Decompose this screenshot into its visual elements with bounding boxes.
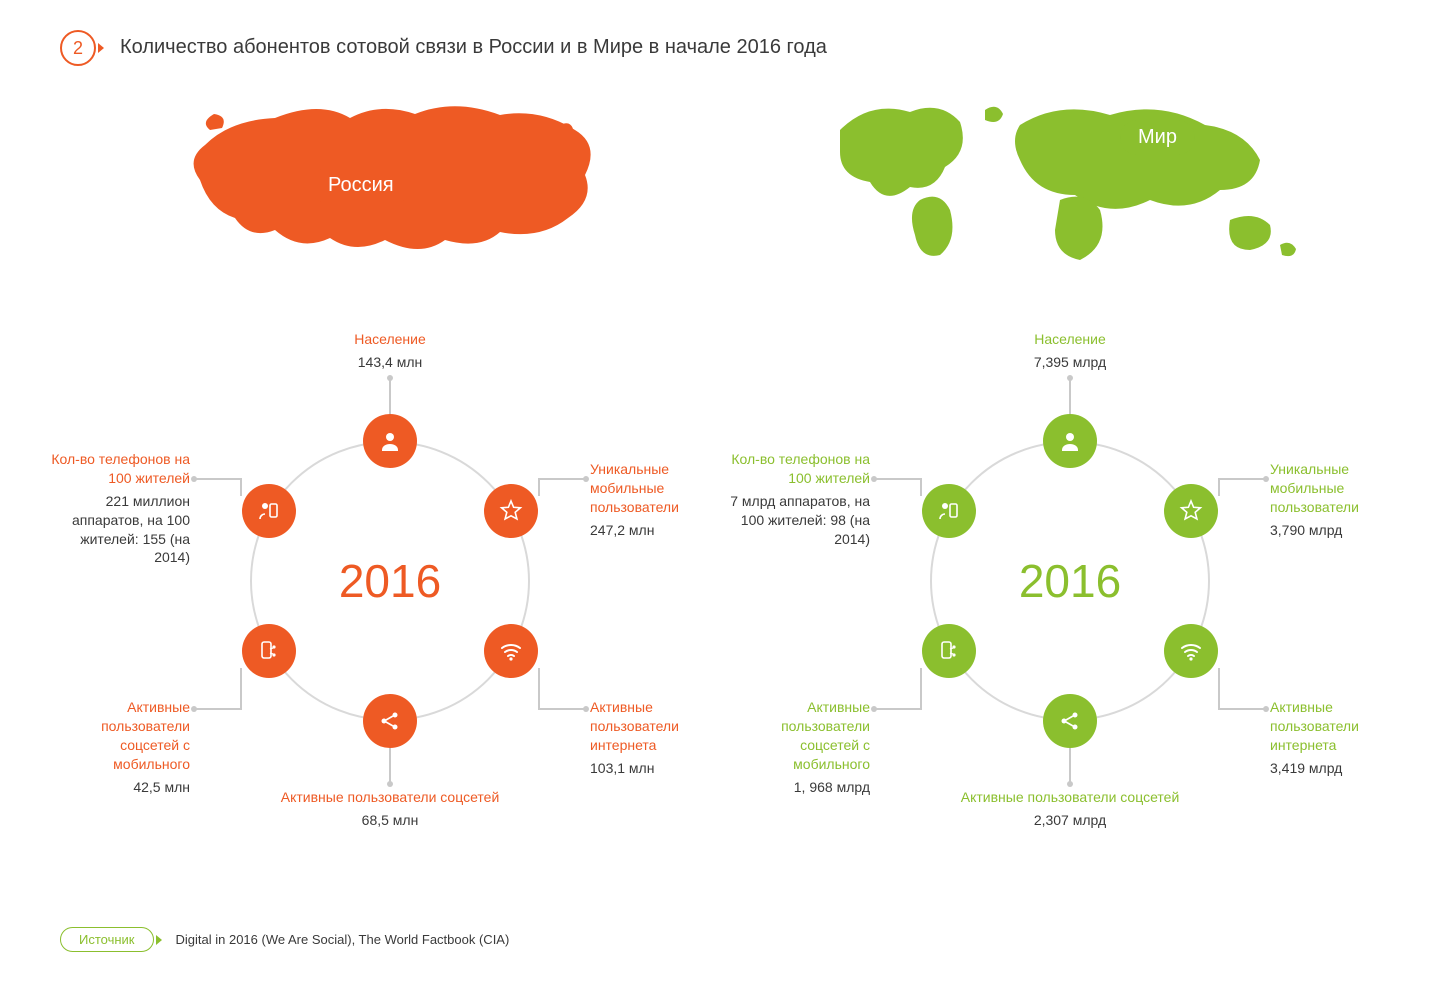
map-russia: Россия [60,90,720,280]
map-label-russia: Россия [310,168,412,203]
page-title: Количество абонентов сотовой связи в Рос… [120,36,827,59]
ring-world: 2016 Население 7,3 [740,290,1400,850]
lbl-internet: Активные пользователи интернета 103,1 мл… [590,698,720,778]
source: Источник Digital in 2016 (We Are Social)… [60,927,509,952]
node-population-icon [363,414,417,468]
leader [920,478,922,496]
person-icon [1058,429,1082,453]
leader [1069,378,1071,414]
leader [538,708,586,710]
source-text: Digital in 2016 (We Are Social), The Wor… [176,932,510,947]
lbl-unique-mobile: Уникальные мобильные пользователи 247,2 … [590,460,720,540]
panel-russia: Россия 2016 [60,90,720,870]
lbl-social: Активные пользователи соцсетей 2,307 млр… [950,788,1190,830]
wifi-icon [499,639,523,663]
panel-world: Мир 2016 [740,90,1400,870]
lbl-social-mobile: Активные пользователи соцсетей с мобильн… [50,698,190,796]
map-world: Мир [740,90,1400,280]
leader [389,748,391,784]
node-population-icon [1043,414,1097,468]
node-internet-icon [1164,624,1218,678]
leader [1069,748,1071,784]
leader [874,708,922,710]
node-social-icon [363,694,417,748]
node-internet-icon [484,624,538,678]
ring-year: 2016 [1019,554,1121,608]
lbl-phones: Кол-во телефонов на 100 жителей 221 милл… [46,450,190,567]
phone-share-icon [257,639,281,663]
lbl-population: Население 7,395 млрд [970,330,1170,372]
page-number-badge: 2 [60,30,96,66]
lbl-social: Активные пользователи соцсетей 68,5 млн [270,788,510,830]
lbl-population: Население 143,4 млн [290,330,490,372]
lbl-social-mobile: Активные пользователи соцсетей с мобильн… [730,698,870,796]
node-phones-icon [922,484,976,538]
lbl-unique-mobile: Уникальные мобильные пользователи 3,790 … [1270,460,1400,540]
leader [389,378,391,414]
leader [538,478,540,496]
person-icon [378,429,402,453]
node-phones-icon [242,484,296,538]
leader [240,478,242,496]
node-social-mobile-icon [242,624,296,678]
leader [874,478,922,480]
leader [194,478,242,480]
star-icon [499,499,523,523]
leader [538,478,586,480]
node-social-mobile-icon [922,624,976,678]
leader [194,708,242,710]
node-unique-mobile-icon [1164,484,1218,538]
leader [1218,668,1220,708]
wifi-icon [1179,639,1203,663]
ring-russia: 2016 [60,290,720,850]
leader [538,668,540,708]
leader [1218,478,1220,496]
world-silhouette [810,90,1330,270]
person-phone-icon [257,499,281,523]
phone-share-icon [937,639,961,663]
node-unique-mobile-icon [484,484,538,538]
person-phone-icon [937,499,961,523]
share-icon [378,709,402,733]
leader [1218,708,1266,710]
node-social-icon [1043,694,1097,748]
share-icon [1058,709,1082,733]
source-pill: Источник [60,927,154,952]
leader [920,668,922,708]
lbl-phones: Кол-во телефонов на 100 жителей 7 млрд а… [726,450,870,548]
lbl-internet: Активные пользователи интернета 3,419 мл… [1270,698,1400,778]
star-icon [1179,499,1203,523]
map-label-world: Мир [1120,120,1195,155]
leader [1218,478,1266,480]
leader [240,668,242,708]
ring-year: 2016 [339,554,441,608]
